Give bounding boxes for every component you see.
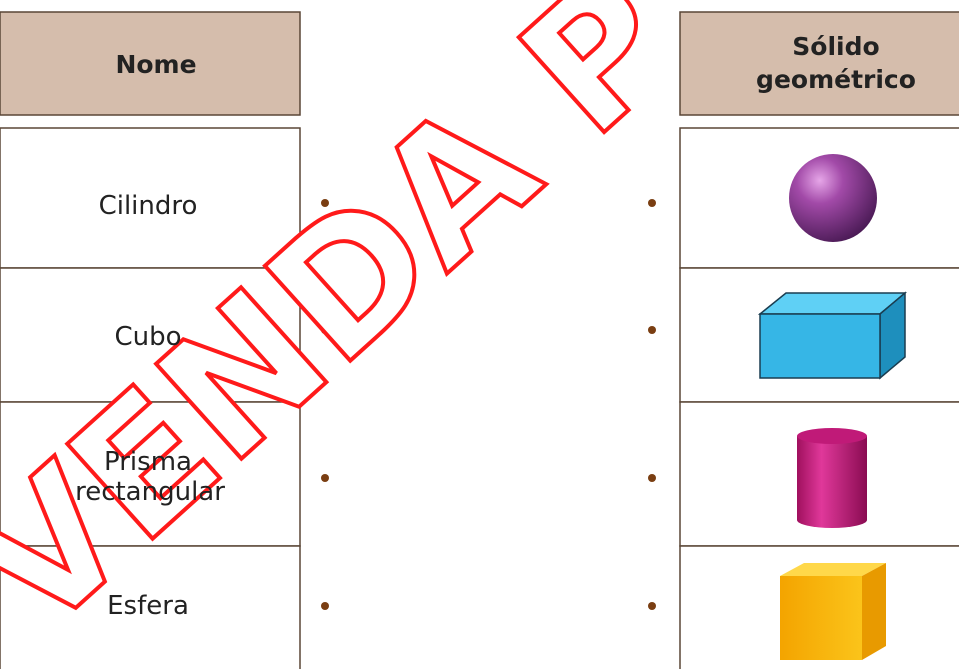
row-name: Esfera	[107, 591, 189, 621]
header-cell	[679, 11, 959, 116]
row-name: rectangular	[75, 477, 225, 507]
cylinder	[797, 428, 867, 528]
dot	[648, 602, 656, 610]
cell	[0, 267, 301, 403]
cube-side	[862, 563, 886, 660]
cell	[0, 401, 301, 547]
row-name: Cilindro	[99, 191, 198, 221]
dot	[648, 199, 656, 207]
cube-front	[780, 576, 862, 660]
dot	[648, 326, 656, 334]
cylinder-body	[797, 436, 867, 528]
dot	[321, 326, 329, 334]
cell	[0, 545, 301, 669]
box	[757, 291, 908, 380]
cube-top	[780, 563, 886, 576]
cell	[0, 127, 301, 269]
dot	[321, 602, 329, 610]
header-name: Nome	[115, 50, 196, 79]
dot	[648, 474, 656, 482]
sphere-shape	[789, 154, 877, 242]
header-cell	[0, 11, 301, 116]
sphere	[789, 154, 877, 242]
header-solid: geométrico	[756, 65, 916, 94]
dot	[321, 474, 329, 482]
cube	[780, 563, 886, 660]
dots	[321, 199, 656, 610]
header-solid: Sólido	[792, 32, 879, 61]
cylinder-top	[797, 428, 867, 444]
dot	[321, 199, 329, 207]
left-column	[0, 11, 301, 669]
row-name: Prisma	[104, 447, 192, 477]
box-front	[759, 313, 881, 379]
row-name: Cubo	[114, 322, 181, 352]
